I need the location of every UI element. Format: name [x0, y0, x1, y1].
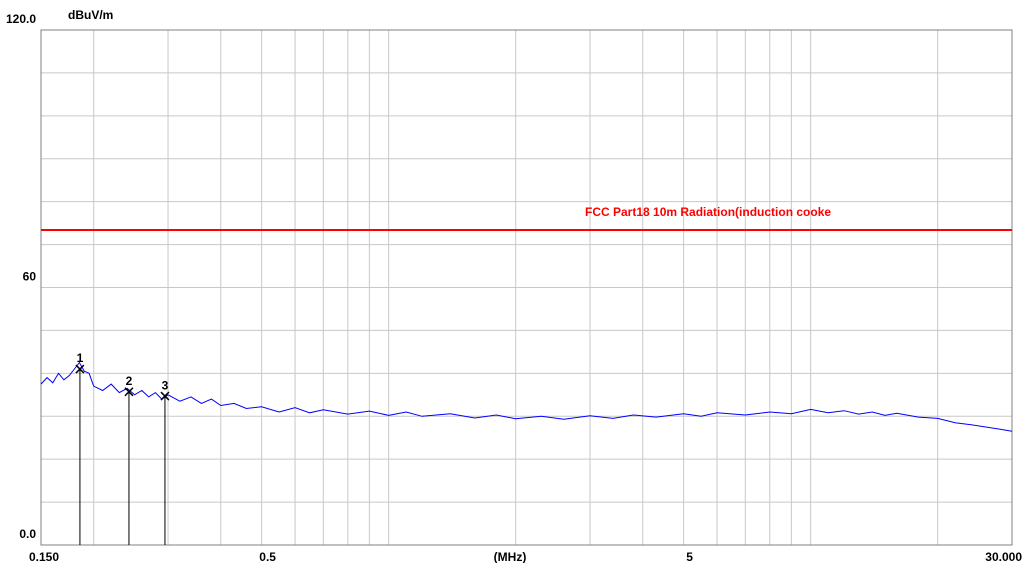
x-tick-label: 0.150	[29, 550, 59, 563]
x-axis-label: (MHz)	[494, 550, 527, 563]
x-tick-label: 30.000	[985, 550, 1022, 563]
marker-cross	[124, 387, 134, 397]
marker-cross	[160, 391, 170, 401]
marker-cross	[75, 364, 85, 374]
x-tick-label: 0.5	[259, 550, 276, 563]
plot-border	[40, 29, 1013, 546]
marker-label: 3	[162, 378, 169, 392]
x-tick-label: 5	[686, 550, 693, 563]
y-tick-label: 0.0	[19, 527, 36, 541]
y-tick-label: 120.0	[6, 12, 36, 26]
y-unit: dBuV/m	[68, 8, 113, 22]
trace	[40, 361, 1013, 432]
y-tick-label: 60	[23, 270, 37, 284]
limit-label: FCC Part18 10m Radiation(induction cooke	[585, 205, 831, 219]
marker-label: 1	[77, 351, 84, 365]
marker-label: 2	[126, 374, 133, 388]
